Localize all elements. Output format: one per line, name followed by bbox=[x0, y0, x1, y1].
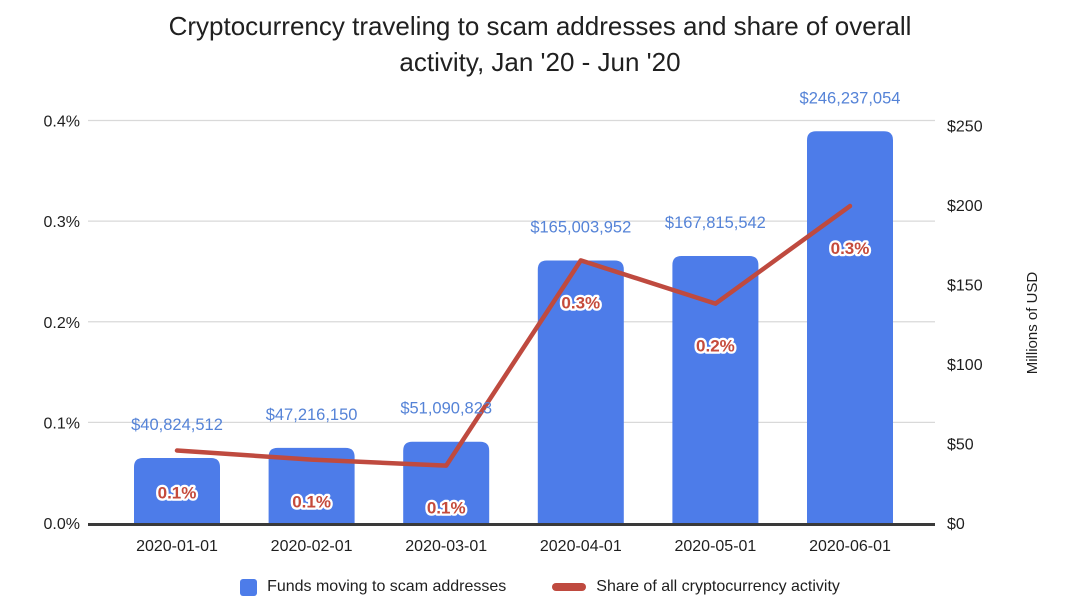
legend-item-funds: Funds moving to scam addresses bbox=[240, 578, 506, 596]
left-axis-tick: 0.4% bbox=[44, 114, 80, 131]
x-axis-tick: 2020-03-01 bbox=[405, 538, 487, 555]
right-axis-tick: $250 bbox=[947, 118, 983, 135]
left-axis-tick: 0.0% bbox=[44, 516, 80, 533]
legend-bar-swatch-icon bbox=[240, 578, 258, 596]
right-axis-tick: $100 bbox=[947, 357, 983, 374]
bar-2020-04-01 bbox=[537, 260, 624, 523]
left-axis-tick: 0.2% bbox=[44, 315, 80, 332]
share-point-label: 0.1% bbox=[158, 484, 197, 503]
x-axis-tick: 2020-02-01 bbox=[271, 538, 353, 555]
share-point-label: 0.1% bbox=[427, 499, 466, 518]
share-point-label: 0.2% bbox=[696, 337, 735, 356]
bar-2020-01-01 bbox=[134, 458, 220, 523]
bar-value-label: $51,090,823 bbox=[400, 400, 492, 418]
bar-value-label: $246,237,054 bbox=[800, 89, 901, 107]
legend-item-funds-label: Funds moving to scam addresses bbox=[267, 578, 507, 595]
bar-value-label: $167,815,542 bbox=[665, 214, 766, 232]
chart-title: Cryptocurrency traveling to scam address… bbox=[35, 8, 1045, 80]
share-point-label: 0.3% bbox=[561, 293, 600, 312]
share-point-label: 0.3% bbox=[831, 239, 870, 258]
x-axis-tick: 2020-05-01 bbox=[674, 538, 756, 555]
right-axis-tick: $150 bbox=[947, 277, 983, 294]
share-line bbox=[174, 203, 853, 468]
legend-item-share-label: Share of all cryptocurrency activity bbox=[596, 578, 840, 595]
bar-2020-05-01 bbox=[672, 256, 759, 523]
right-axis-tick: $50 bbox=[947, 436, 974, 453]
bar-2020-03-01 bbox=[403, 441, 490, 523]
x-axis-tick: 2020-04-01 bbox=[540, 538, 622, 555]
bar-value-label: $47,216,150 bbox=[266, 406, 358, 424]
legend-item-share: Share of all cryptocurrency activity bbox=[552, 578, 840, 596]
right-axis-tick: $0 bbox=[947, 516, 965, 533]
chart-title-line1: Cryptocurrency traveling to scam address… bbox=[168, 11, 912, 41]
chart-title-line2: activity, Jan '20 - Jun '20 bbox=[399, 47, 681, 77]
right-axis-tick: $200 bbox=[947, 198, 983, 215]
bar-value-label: $40,824,512 bbox=[131, 416, 223, 434]
bar-2020-02-01 bbox=[268, 447, 355, 523]
x-axis-tick: 2020-06-01 bbox=[809, 538, 891, 555]
right-axis-title: Millions of USD bbox=[1024, 272, 1041, 375]
bar-value-label: $165,003,952 bbox=[530, 218, 631, 236]
left-axis-tick: 0.3% bbox=[44, 214, 80, 231]
legend: Funds moving to scam addresses Share of … bbox=[0, 578, 1080, 596]
legend-line-swatch-icon bbox=[552, 583, 587, 591]
left-axis-tick: 0.1% bbox=[44, 415, 80, 432]
share-point-label: 0.1% bbox=[292, 493, 331, 512]
bar-2020-06-01 bbox=[807, 131, 893, 524]
x-axis-tick: 2020-01-01 bbox=[136, 538, 218, 555]
